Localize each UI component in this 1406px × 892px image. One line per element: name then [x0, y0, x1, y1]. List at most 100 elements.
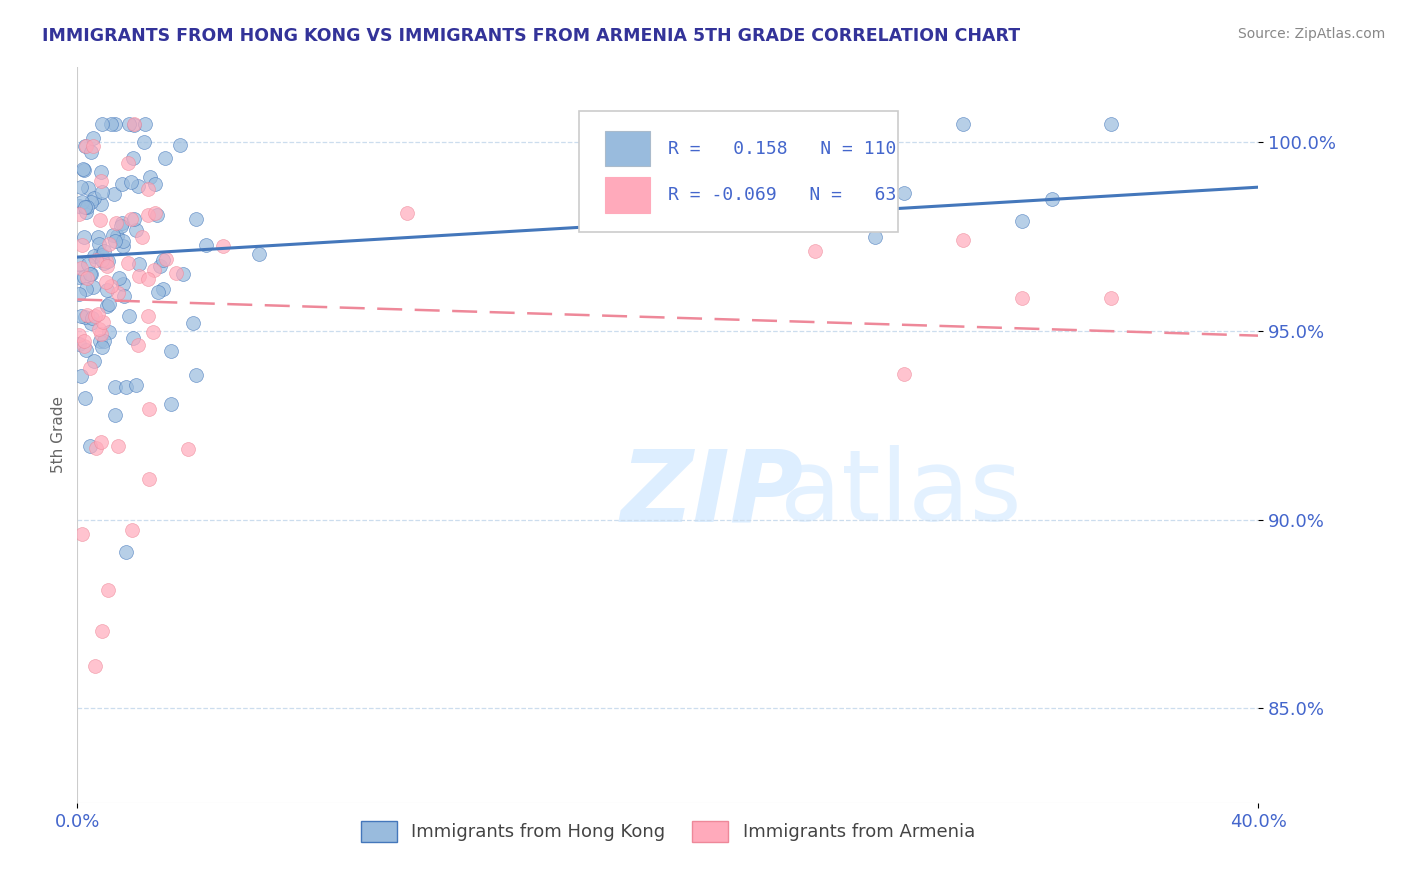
Point	[139, 169, 162, 184]
Point	[76, 257, 98, 271]
Point	[83, 353, 105, 368]
Point	[79, 145, 101, 160]
Point	[395, 205, 418, 219]
Point	[134, 136, 156, 150]
Point	[69, 260, 91, 275]
Point	[73, 162, 96, 177]
Point	[86, 441, 108, 455]
Point	[120, 175, 142, 189]
Point	[90, 164, 112, 178]
Point	[136, 208, 159, 222]
Point	[804, 116, 827, 130]
Point	[118, 116, 141, 130]
Point	[716, 124, 738, 138]
Point	[153, 152, 176, 166]
Point	[89, 246, 111, 260]
Point	[125, 223, 148, 237]
Point	[73, 270, 96, 285]
Point	[107, 439, 129, 453]
Point	[96, 283, 118, 297]
Point	[111, 277, 134, 291]
Point	[67, 207, 90, 221]
Point	[97, 583, 120, 598]
Point	[67, 336, 90, 351]
Point	[79, 360, 101, 375]
Point	[110, 219, 132, 233]
Point	[70, 309, 93, 323]
Point	[82, 139, 104, 153]
Point	[115, 380, 138, 394]
Point	[84, 309, 107, 323]
Point	[125, 377, 148, 392]
Point	[67, 269, 90, 284]
Y-axis label: 5th Grade: 5th Grade	[51, 396, 66, 474]
Point	[169, 138, 191, 153]
Point	[75, 391, 97, 405]
Point	[90, 116, 112, 130]
Point	[67, 328, 90, 343]
Point	[91, 315, 114, 329]
Point	[73, 339, 96, 353]
Point	[100, 279, 122, 293]
Point	[127, 179, 149, 194]
Point	[70, 194, 93, 209]
Point	[96, 253, 118, 268]
Point	[124, 212, 146, 227]
Point	[111, 216, 134, 230]
Point	[90, 252, 112, 267]
Point	[103, 186, 125, 201]
Point	[73, 139, 96, 153]
Point	[82, 280, 104, 294]
Point	[97, 237, 120, 252]
Point	[90, 185, 112, 199]
Point	[134, 116, 156, 130]
Point	[73, 230, 96, 244]
Point	[155, 252, 177, 266]
Point	[146, 208, 169, 222]
Point	[96, 300, 118, 314]
Point	[90, 624, 112, 639]
Text: atlas: atlas	[780, 445, 1022, 542]
Point	[83, 658, 105, 673]
Point	[72, 162, 94, 177]
Point	[804, 244, 827, 258]
Point	[77, 181, 100, 195]
Text: Source: ZipAtlas.com: Source: ZipAtlas.com	[1237, 27, 1385, 41]
Point	[84, 252, 107, 267]
Point	[104, 380, 127, 394]
Point	[893, 186, 915, 201]
Point	[107, 270, 129, 285]
Point	[70, 369, 93, 384]
Point	[112, 239, 135, 253]
Point	[70, 527, 93, 541]
Point	[247, 247, 270, 261]
Point	[149, 259, 172, 273]
Text: R = -0.069   N =   63: R = -0.069 N = 63	[668, 186, 896, 204]
Point	[1099, 291, 1122, 305]
Point	[105, 228, 128, 243]
Point	[172, 267, 194, 281]
FancyBboxPatch shape	[579, 111, 898, 233]
Point	[89, 212, 111, 227]
Point	[83, 191, 105, 205]
Point	[121, 151, 143, 165]
Point	[143, 206, 166, 220]
Point	[127, 337, 149, 351]
Point	[143, 177, 166, 191]
Point	[67, 257, 90, 271]
Point	[863, 160, 886, 174]
Point	[104, 234, 127, 248]
Point	[70, 237, 93, 252]
Point	[1099, 116, 1122, 130]
Point	[131, 230, 153, 244]
Point	[1011, 291, 1033, 305]
Bar	[605, 178, 650, 212]
Point	[160, 397, 183, 411]
Point	[93, 256, 115, 270]
Point	[177, 442, 200, 456]
Point	[184, 211, 207, 226]
Point	[93, 244, 115, 259]
Point	[73, 334, 96, 348]
Point	[598, 188, 620, 202]
Point	[87, 237, 110, 252]
